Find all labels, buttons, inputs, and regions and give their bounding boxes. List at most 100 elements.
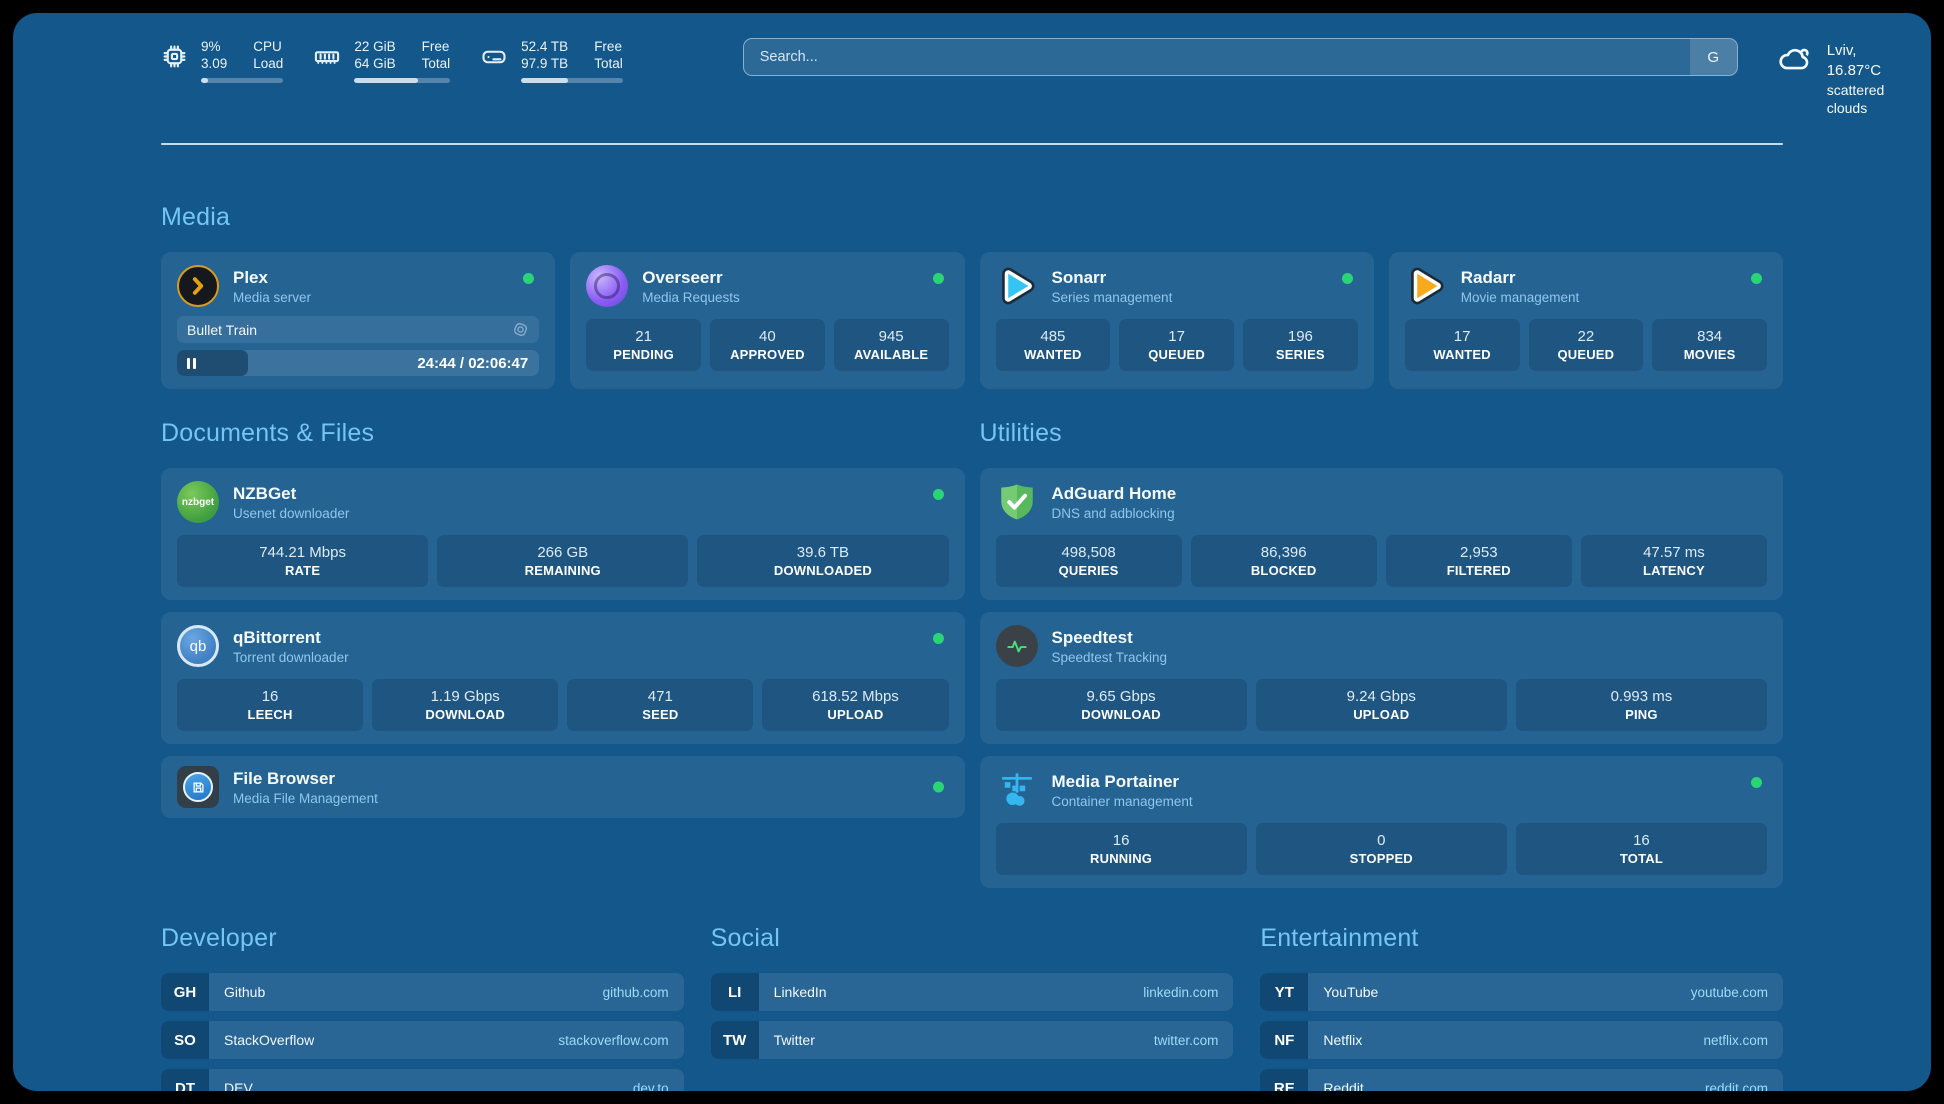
filebrowser-card[interactable]: File Browser Media File Management [161,756,965,818]
portainer-title: Media Portainer [1051,771,1180,791]
radarr-card-header: Radarr Movie management [1405,265,1767,307]
dashboard-window: 9% 3.09 CPU Load [13,13,1931,1091]
link-stackoverflow[interactable]: SO StackOverflow stackoverflow.com [161,1021,684,1059]
weather-widget: Lviv, 16.87°C scattered clouds [1776,38,1884,117]
adguard-card[interactable]: AdGuard Home DNS and adblocking 498,508 … [979,468,1783,600]
sonarr-subtitle: Series management [1051,289,1173,305]
cpu-values: 9% 3.09 [201,38,227,72]
sonarr-card[interactable]: Sonarr Series management 485 WANTED 17 Q… [979,252,1374,389]
search-input[interactable] [743,39,1690,75]
stat-available: 945 AVAILABLE [833,319,949,371]
qbittorrent-card-header: qb qBittorrent Torrent downloader [177,625,949,667]
weather-location-temp: Lviv, 16.87°C [1826,42,1882,79]
portainer-card-header: Media Portainer Container management [996,769,1768,811]
qbittorrent-status-dot [932,633,944,644]
disk-total-label: Total [594,56,623,71]
memory-labels: Free Total [422,38,451,72]
top-bar: 9% 3.09 CPU Load [161,13,1884,117]
stat-stopped: 0 STOPPED [1255,823,1507,875]
radarr-icon [1405,265,1447,307]
portainer-crane-icon [996,769,1038,811]
settings-gear-icon[interactable] [512,321,529,338]
portainer-status-dot [1751,777,1762,788]
qbittorrent-card[interactable]: qb qBittorrent Torrent downloader 16 LEE… [161,612,965,744]
plex-icon [177,265,219,307]
sonarr-title: Sonarr [1051,267,1107,287]
nzbget-card[interactable]: nzbget NZBGet Usenet downloader 744.21 M… [161,468,965,600]
system-stats: 9% 3.09 CPU Load [161,38,623,83]
adguard-card-header: AdGuard Home DNS and adblocking [996,481,1768,523]
link-name: LinkedIn [773,984,827,1000]
stat-downloaded: 39.6 TB DOWNLOADED [697,535,949,587]
stat-pending: 21 PENDING [586,319,701,371]
qbittorrent-icon: qb [177,625,219,667]
stat-upload: 9.24 Gbps UPLOAD [1255,679,1507,731]
qbittorrent-title: qBittorrent [233,627,321,647]
search-bar[interactable]: G [742,38,1738,76]
disk-values: 52.4 TB 97.9 TB [521,38,568,72]
nzbget-icon: nzbget [177,481,219,523]
qbittorrent-subtitle: Torrent downloader [233,649,349,665]
dev-badge: DT [161,1069,209,1091]
stat-series: 196 SERIES [1243,319,1358,371]
memory-stat: 22 GiB 64 GiB Free Total [313,38,451,83]
cpu-label: CPU [253,39,282,54]
search-engine-button[interactable]: G [1689,39,1737,75]
load-label: Load [253,56,284,71]
portainer-card[interactable]: Media Portainer Container management 16 … [979,756,1783,888]
pause-icon[interactable] [187,357,196,369]
speedtest-subtitle: Speedtest Tracking [1051,649,1168,665]
speedtest-pulse-icon [995,625,1038,667]
twitter-badge: TW [710,1021,759,1059]
stat-filtered: 2,953 FILTERED [1385,535,1572,587]
filebrowser-subtitle: Media File Management [233,790,378,806]
link-twitter[interactable]: TW Twitter twitter.com [710,1021,1234,1059]
cloud-icon [1776,41,1814,80]
now-playing-row: Bullet Train [177,316,540,343]
link-netflix[interactable]: NF Netflix netflix.com [1260,1021,1783,1059]
filebrowser-card-header: File Browser Media File Management [177,766,949,808]
overseerr-subtitle: Media Requests [642,289,740,305]
stat-remaining: 266 GB REMAINING [437,535,689,587]
stat-upload: 618.52 Mbps UPLOAD [762,679,949,731]
overseerr-card[interactable]: Overseerr Media Requests 21 PENDING 40 A… [570,252,965,389]
developer-links-section: Developer GH Github github.com SO StackO… [161,924,684,1091]
link-dev-to[interactable]: DT DEV dev.to [161,1069,684,1091]
memory-total-label: Total [421,56,451,71]
link-url: stackoverflow.com [558,1032,669,1048]
playback-time: 24:44 / 02:06:47 [417,354,529,372]
stat-running: 16 RUNNING [995,823,1247,875]
portainer-subtitle: Container management [1051,793,1193,809]
disk-icon [480,43,508,83]
nzbget-subtitle: Usenet downloader [233,505,350,521]
speedtest-card[interactable]: Speedtest Speedtest Tracking 9.65 Gbps D… [979,612,1783,744]
memory-free-label: Free [421,39,450,54]
link-name: DEV [224,1080,253,1091]
memory-progress-bar [354,78,451,83]
stackoverflow-badge: SO [161,1021,209,1059]
ram-icon [313,43,341,83]
stat-latency: 47.57 ms LATENCY [1580,535,1767,587]
link-linkedin[interactable]: LI LinkedIn linkedin.com [710,973,1234,1011]
radarr-card[interactable]: Radarr Movie management 17 WANTED 22 QUE… [1388,252,1783,389]
stat-queries: 498,508 QUERIES [995,535,1182,587]
filebrowser-title: File Browser [233,768,336,788]
memory-total-value: 64 GiB [354,56,396,71]
documents-section-heading: Documents & Files [161,419,375,447]
disk-progress-bar [521,78,623,83]
link-reddit[interactable]: RE Reddit reddit.com [1260,1069,1783,1091]
linkedin-badge: LI [710,973,759,1011]
stat-queued: 17 QUEUED [1119,319,1234,371]
speedtest-title: Speedtest [1051,627,1133,647]
link-url: github.com [602,984,669,1000]
stat-blocked: 86,396 BLOCKED [1190,535,1377,587]
link-url: netflix.com [1703,1032,1768,1048]
radarr-title: Radarr [1460,267,1516,287]
link-url: twitter.com [1153,1032,1219,1048]
link-youtube[interactable]: YT YouTube youtube.com [1260,973,1783,1011]
stat-wanted: 17 WANTED [1404,319,1520,371]
link-github[interactable]: GH Github github.com [161,973,684,1011]
plex-status-dot [523,273,535,284]
plex-card[interactable]: Plex Media server Bullet Train [161,252,556,389]
radarr-subtitle: Movie management [1460,289,1580,305]
